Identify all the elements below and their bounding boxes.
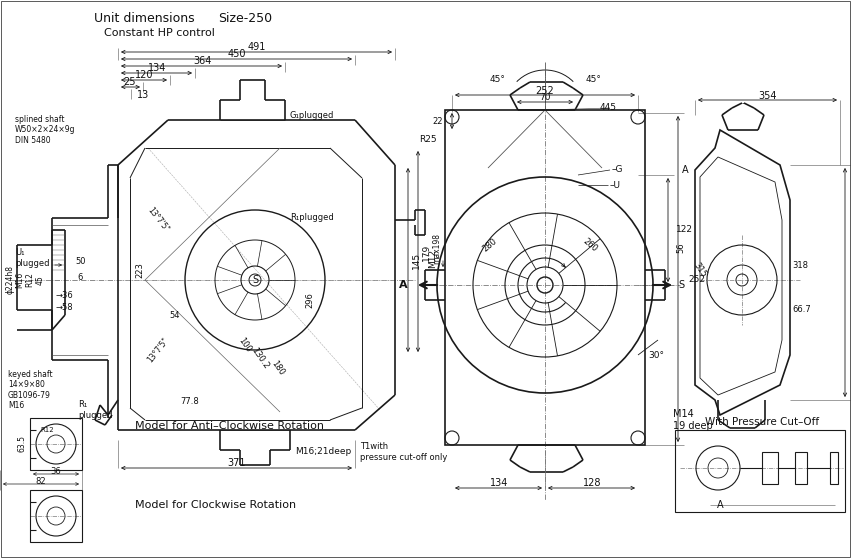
Text: M16;21deep: M16;21deep — [295, 448, 351, 456]
Text: ϕ224h8: ϕ224h8 — [5, 266, 14, 295]
Text: 70: 70 — [540, 93, 551, 102]
Text: 315: 315 — [692, 261, 708, 279]
Text: R12: R12 — [40, 427, 54, 433]
Text: 128: 128 — [583, 478, 602, 488]
Text: 77.8: 77.8 — [180, 397, 199, 406]
Text: R₁
plugged: R₁ plugged — [78, 400, 112, 420]
Text: Model for Anti–Clockwise Rotation: Model for Anti–Clockwise Rotation — [135, 421, 324, 431]
Text: T1with
pressure cut-off only: T1with pressure cut-off only — [360, 442, 448, 461]
Text: 45°: 45° — [489, 75, 505, 84]
Text: 30°: 30° — [648, 350, 664, 359]
Text: S: S — [252, 275, 258, 285]
Text: R₁plugged: R₁plugged — [290, 214, 334, 223]
Text: S: S — [678, 280, 684, 290]
Text: Unit dimensions: Unit dimensions — [94, 12, 195, 25]
Text: 45°: 45° — [585, 75, 601, 84]
Text: →58: →58 — [55, 304, 72, 312]
Bar — [762, 452, 778, 484]
Bar — [795, 452, 807, 484]
Text: 371: 371 — [228, 458, 246, 468]
Text: keyed shaft
14×9×80
GB1096-79
M16: keyed shaft 14×9×80 GB1096-79 M16 — [8, 370, 53, 410]
Bar — [675, 430, 845, 512]
Text: 122: 122 — [676, 225, 693, 234]
Text: 50: 50 — [75, 257, 85, 267]
Text: 145: 145 — [412, 252, 421, 268]
Text: Size-250: Size-250 — [218, 12, 272, 25]
Text: A: A — [682, 165, 688, 175]
Text: 296: 296 — [306, 292, 315, 308]
Text: 252: 252 — [688, 276, 705, 285]
Text: R12: R12 — [26, 272, 35, 287]
Text: M14
19 deep: M14 19 deep — [673, 409, 713, 431]
Text: max198: max198 — [432, 233, 441, 263]
Text: 82: 82 — [36, 477, 46, 485]
Text: R25: R25 — [420, 136, 437, 145]
Text: 180: 180 — [270, 359, 286, 377]
Text: 6: 6 — [77, 273, 83, 282]
Text: 45: 45 — [36, 275, 44, 285]
Text: 179: 179 — [422, 243, 431, 261]
Text: 450: 450 — [228, 49, 246, 59]
Text: 491: 491 — [248, 42, 266, 52]
Text: 134: 134 — [148, 63, 166, 73]
Text: 260: 260 — [581, 237, 599, 253]
Bar — [30, 418, 82, 470]
Bar — [445, 110, 645, 445]
Text: 13°7'5": 13°7'5" — [146, 336, 170, 364]
Bar — [830, 452, 838, 484]
Text: With Pressure Cut–Off: With Pressure Cut–Off — [705, 417, 819, 427]
Text: 25: 25 — [123, 77, 136, 87]
Text: A: A — [717, 500, 723, 510]
Text: splined shaft
W50×2×24×9g
DIN 5480: splined shaft W50×2×24×9g DIN 5480 — [15, 115, 76, 145]
Text: Model for Clockwise Rotation: Model for Clockwise Rotation — [135, 500, 296, 510]
Text: Constant HP control: Constant HP control — [104, 28, 214, 38]
Text: 134: 134 — [490, 478, 508, 488]
Text: 252: 252 — [535, 86, 554, 96]
Text: –U: –U — [610, 180, 621, 190]
Text: 280: 280 — [481, 237, 499, 253]
Text: 13°7'5": 13°7'5" — [146, 206, 170, 234]
Text: 364: 364 — [193, 56, 211, 66]
Text: 56: 56 — [676, 243, 685, 253]
Text: 223: 223 — [135, 262, 145, 278]
Text: 130.2: 130.2 — [249, 346, 271, 371]
Bar — [30, 490, 82, 542]
Text: 120: 120 — [134, 70, 153, 80]
Text: 354: 354 — [759, 91, 777, 101]
Text: 63.5: 63.5 — [18, 435, 26, 453]
Text: M12: M12 — [429, 248, 437, 268]
Text: 100: 100 — [237, 336, 254, 354]
Text: 54: 54 — [169, 310, 180, 320]
Text: G₁plugged: G₁plugged — [290, 110, 334, 119]
Text: M16: M16 — [15, 272, 25, 288]
Text: 51: 51 — [850, 277, 851, 286]
Text: 318: 318 — [792, 261, 808, 270]
Text: 445: 445 — [600, 103, 617, 113]
Text: →36: →36 — [55, 291, 72, 300]
Text: 36: 36 — [50, 466, 61, 475]
Text: U₁
plugged: U₁ plugged — [15, 248, 49, 268]
Text: 22: 22 — [432, 117, 443, 126]
Text: 13: 13 — [137, 90, 149, 100]
Text: 66.7: 66.7 — [792, 305, 811, 315]
Text: A: A — [399, 280, 408, 290]
Text: –G: –G — [612, 166, 624, 175]
